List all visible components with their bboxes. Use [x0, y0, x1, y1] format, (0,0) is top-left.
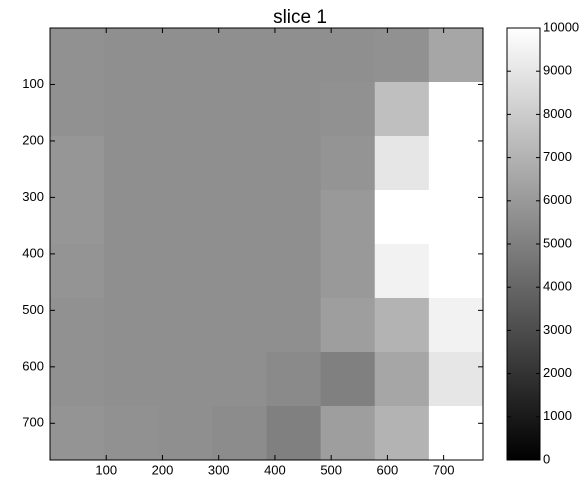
- image-cell: [104, 82, 159, 137]
- image-cell: [320, 28, 376, 83]
- image-cell: [320, 298, 376, 353]
- colorbar-tick-label: 7000: [543, 149, 572, 164]
- image-cell: [158, 352, 213, 407]
- image-cell: [428, 136, 484, 191]
- image-cell: [212, 298, 267, 353]
- colorbar-tick-label: 9000: [543, 63, 572, 78]
- x-tick-label: 600: [377, 462, 399, 477]
- image-cell: [428, 298, 484, 353]
- image-cell: [104, 352, 159, 407]
- colorbar-tick-label: 4000: [543, 279, 572, 294]
- y-tick-label: 500: [22, 302, 44, 317]
- image-cell: [50, 28, 105, 83]
- image-cell: [266, 28, 322, 83]
- y-tick-label: 600: [22, 358, 44, 373]
- colorbar-tick-label: 1000: [543, 408, 572, 423]
- image-cell: [320, 82, 376, 137]
- image-cell: [50, 190, 105, 245]
- image-cell: [266, 136, 322, 191]
- image-cell: [374, 298, 430, 353]
- image-cell: [104, 28, 159, 83]
- y-tick-label: 700: [22, 415, 44, 430]
- colorbar: [506, 27, 541, 461]
- x-tick-label: 100: [95, 462, 117, 477]
- image-cell: [104, 190, 159, 245]
- y-tick-label: 100: [22, 76, 44, 91]
- image-cell: [50, 298, 105, 353]
- image-cell: [374, 244, 430, 299]
- image-cell: [374, 136, 430, 191]
- image-cell: [374, 190, 430, 245]
- image-cell: [266, 82, 322, 137]
- image-cell: [50, 406, 105, 461]
- image-cell: [428, 406, 484, 461]
- image-cell: [212, 190, 267, 245]
- x-tick-label: 500: [320, 462, 342, 477]
- image-cell: [104, 406, 159, 461]
- image-cell: [320, 352, 376, 407]
- image-cell: [428, 244, 484, 299]
- image-cell: [50, 244, 105, 299]
- image-cell: [104, 298, 159, 353]
- image-cell: [212, 28, 267, 83]
- image-cell: [266, 298, 322, 353]
- image-cell: [374, 406, 430, 461]
- y-tick-label: 400: [22, 245, 44, 260]
- colorbar-tick-label: 0: [543, 451, 550, 466]
- image-cell: [212, 352, 267, 407]
- image-cell: [50, 352, 105, 407]
- image-cell: [266, 352, 322, 407]
- colorbar-tick-label: 6000: [543, 192, 572, 207]
- image-cell: [158, 406, 213, 461]
- image-cell: [428, 82, 484, 137]
- x-tick-label: 300: [208, 462, 230, 477]
- x-tick-label: 400: [264, 462, 286, 477]
- image-cell: [320, 190, 376, 245]
- image-cell: [158, 190, 213, 245]
- y-tick-label: 200: [22, 132, 44, 147]
- image-cell: [320, 244, 376, 299]
- image-cell: [428, 352, 484, 407]
- image-cell: [320, 406, 376, 461]
- x-tick-label: 700: [433, 462, 455, 477]
- image-cell: [266, 244, 322, 299]
- image-cell: [104, 244, 159, 299]
- image-cell: [50, 82, 105, 137]
- colorbar-tick-label: 8000: [543, 106, 572, 121]
- image-cell: [374, 352, 430, 407]
- image-cell: [428, 28, 484, 83]
- image-cell: [212, 136, 267, 191]
- colorbar-tick-label: 10000: [543, 19, 579, 34]
- image-cell: [158, 136, 213, 191]
- colorbar-tick-label: 3000: [543, 322, 572, 337]
- chart-title: slice 1: [273, 7, 327, 28]
- image: [50, 28, 484, 461]
- image-cell: [158, 244, 213, 299]
- image-cell: [374, 28, 430, 83]
- y-tick-label: 300: [22, 189, 44, 204]
- image-cell: [158, 298, 213, 353]
- image-cell: [374, 82, 430, 137]
- colorbar-tick-label: 5000: [543, 235, 572, 250]
- colorbar-tick-label: 2000: [543, 365, 572, 380]
- image-cell: [320, 136, 376, 191]
- image-cell: [212, 244, 267, 299]
- x-tick-label: 200: [152, 462, 174, 477]
- image-cell: [104, 136, 159, 191]
- image-cell: [266, 190, 322, 245]
- image-cell: [212, 82, 267, 137]
- image-cell: [212, 406, 267, 461]
- image-cell: [158, 28, 213, 83]
- image-cell: [266, 406, 322, 461]
- image-cell: [50, 136, 105, 191]
- axes-box: [49, 27, 484, 461]
- image-cell: [428, 190, 484, 245]
- image-cell: [158, 82, 213, 137]
